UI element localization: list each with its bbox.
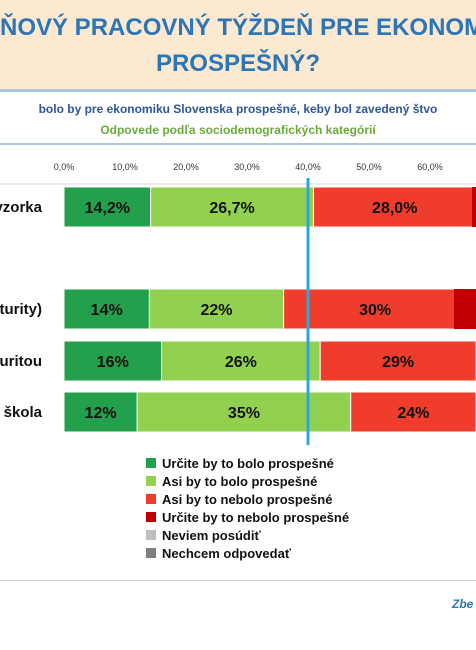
- legend-label: Asi by to nebolo prospešné: [162, 491, 333, 507]
- title-band: ŇOVÝ PRACOVNÝ TÝŽDEŇ PRE EKONOM PROSPEŠN…: [0, 0, 476, 92]
- data-label: 24%: [397, 405, 429, 422]
- legend-swatch: [146, 476, 156, 486]
- data-label: 26,7%: [209, 200, 254, 217]
- x-tick-label: 30,0%: [234, 162, 260, 172]
- legend-label: Asi by to bolo prospešné: [162, 473, 318, 489]
- legend-label: Určite by to nebolo prospešné: [162, 509, 350, 525]
- bar-segment: [312, 186, 476, 228]
- row-vysoka-skola: 12% 35% 24%: [63, 391, 476, 433]
- legend-item: Asi by to nebolo prospešné: [146, 490, 349, 508]
- stacked-bar-chart: 0,0%10,0%20,0%30,0%40,0%50,0%60,0%70vzor…: [0, 162, 476, 445]
- survey-question: bolo by pre ekonomiku Slovenska prospešn…: [38, 102, 438, 116]
- bar-segment: [283, 288, 468, 330]
- x-tick-label: 40,0%: [295, 162, 321, 172]
- footer-divider: [0, 580, 476, 581]
- legend-item: Nechcem odpovedať: [146, 544, 349, 562]
- category-label: škola: [4, 404, 43, 421]
- chart-legend: Určite by to bolo prospešné Asi by to bol…: [146, 454, 349, 562]
- legend-swatch: [146, 458, 156, 468]
- legend-label: Určite by to bolo prospešné: [162, 455, 334, 471]
- legend-label: Neviem posúdiť: [162, 527, 261, 543]
- source-note: Zbe: [452, 597, 474, 611]
- category-label: vzorka: [0, 199, 43, 216]
- data-label: 29%: [382, 354, 414, 371]
- category-label: turity): [0, 301, 42, 318]
- bar-segment: [350, 391, 476, 433]
- category-label: uritou: [0, 353, 42, 370]
- row-maturitou: 16% 26% 29%: [63, 340, 476, 382]
- legend-label: Nechcem odpovedať: [162, 545, 292, 561]
- data-label: 28,0%: [372, 200, 417, 217]
- x-tick-label: 20,0%: [173, 162, 199, 172]
- legend-swatch: [146, 512, 156, 522]
- chart-title-line-2: PROSPEŠNÝ?: [155, 50, 321, 77]
- legend-item: Určite by to bolo prospešné: [146, 454, 349, 472]
- x-tick-label: 60,0%: [417, 162, 443, 172]
- legend-item: Asi by to bolo prospešné: [146, 472, 349, 490]
- bar-segment: [319, 340, 476, 382]
- data-label: 12%: [85, 405, 117, 422]
- data-label: 26%: [225, 354, 257, 371]
- chart-title-line-1: ŇOVÝ PRACOVNÝ TÝŽDEŇ PRE EKONOM: [0, 14, 476, 41]
- bar-segment: [150, 186, 314, 228]
- bar-segment: [63, 391, 138, 433]
- header-divider: [0, 143, 476, 145]
- data-label: 14,2%: [85, 200, 130, 217]
- chart-subtitle: Odpovede podľa sociodemografických kateg…: [100, 123, 376, 137]
- bar-segment-clipped: [454, 289, 476, 329]
- x-tick-label: 50,0%: [356, 162, 382, 172]
- bar-segment-clipped: [472, 187, 476, 227]
- x-tick-label: 0,0%: [54, 162, 75, 172]
- legend-swatch: [146, 548, 156, 558]
- legend-item: Určite by to nebolo prospešné: [146, 508, 349, 526]
- data-label: 16%: [97, 354, 129, 371]
- legend-swatch: [146, 530, 156, 540]
- data-label: 30%: [359, 302, 391, 319]
- legend-item: Neviem posúdiť: [146, 526, 349, 544]
- x-tick-label: 10,0%: [112, 162, 138, 172]
- row-maturity: 14% 22% 30%: [63, 288, 468, 330]
- data-label: 22%: [200, 302, 232, 319]
- data-label: 14%: [91, 302, 123, 319]
- data-label: 35%: [228, 405, 260, 422]
- row-vzorka: 14,2% 26,7% 28,0%: [63, 186, 476, 228]
- legend-swatch: [146, 494, 156, 504]
